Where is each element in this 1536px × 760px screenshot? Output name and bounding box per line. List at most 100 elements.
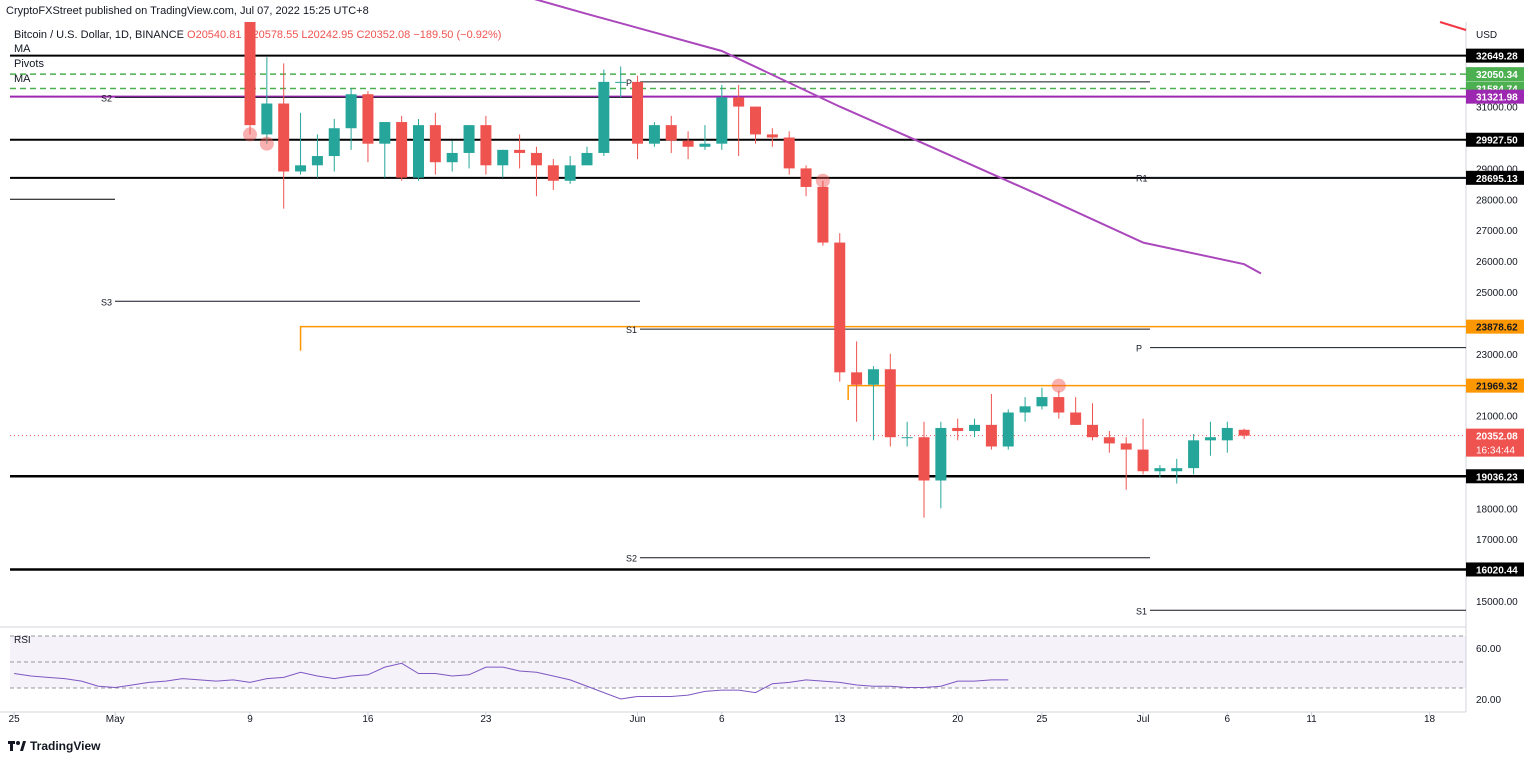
price-tag <box>1466 48 1524 63</box>
time-tick-label: 6 <box>719 714 725 725</box>
candle-down <box>632 81 644 144</box>
time-tick-label: Jun <box>629 714 645 725</box>
candle-down <box>1103 437 1115 444</box>
price-tag <box>1466 562 1524 577</box>
ma-line-2 <box>1439 21 1467 31</box>
price-tag <box>1466 428 1524 457</box>
ma-line <box>534 0 1262 275</box>
candle-up <box>935 427 947 481</box>
price-tag-label: 28695.13 <box>1476 174 1518 185</box>
candle-down <box>514 149 526 153</box>
candle-up <box>379 122 391 144</box>
price-tag <box>1466 170 1524 185</box>
price-tag-label: 21969.32 <box>1476 382 1518 393</box>
time-tick-label: 23 <box>480 714 492 725</box>
candle-down <box>1053 397 1065 413</box>
price-tag-countdown: 16:34:44 <box>1476 446 1515 457</box>
price-tag <box>1466 67 1524 82</box>
candle-down <box>985 424 997 447</box>
candle-up <box>328 128 340 157</box>
candle-up <box>1221 427 1233 441</box>
candle-down <box>1120 443 1132 450</box>
candle-up <box>497 149 509 166</box>
time-tick-label: Jul <box>1137 714 1150 725</box>
candle-up <box>413 125 424 178</box>
pivot-label: S1 <box>626 325 637 335</box>
candle-up <box>446 152 458 163</box>
candle-up <box>699 143 711 147</box>
price-tick-label: 28000.00 <box>1476 195 1518 206</box>
time-tick-label: 9 <box>247 714 253 725</box>
candle-up <box>1002 412 1014 447</box>
rsi-label: RSI <box>14 635 31 646</box>
price-tick-label: 27000.00 <box>1476 226 1518 237</box>
level-line <box>299 325 1466 351</box>
price-tag-label: 16020.44 <box>1476 565 1518 576</box>
candle-down <box>851 372 863 385</box>
candle-up <box>867 369 879 385</box>
price-tick-label: 21000.00 <box>1476 412 1518 423</box>
tradingview-logo[interactable]: TradingView <box>8 739 100 753</box>
candle-down <box>396 122 408 178</box>
candle-down <box>278 103 290 172</box>
candle-down <box>547 165 559 181</box>
candle-up <box>1036 397 1048 407</box>
price-tick-label: 23000.00 <box>1476 350 1518 361</box>
time-tick-label: 11 <box>1306 714 1317 725</box>
candle-up <box>295 165 307 172</box>
candle-up <box>581 152 593 166</box>
price-tag-label: 32050.34 <box>1476 70 1518 81</box>
candle-up <box>615 81 627 83</box>
rsi-tick-label: 20.00 <box>1476 695 1501 706</box>
symbol-title: Bitcoin / U.S. Dollar, 1D, BINANCE <box>14 29 184 41</box>
tradingview-logo-icon <box>8 741 26 751</box>
touch-marker <box>243 127 257 142</box>
ohlc-low: L20242.95 <box>301 29 354 41</box>
price-tag <box>1466 469 1524 484</box>
touch-marker <box>259 136 274 151</box>
candle-up <box>598 81 610 153</box>
ohlc-close: C20352.08 <box>356 29 411 41</box>
price-tick-label: 17000.00 <box>1476 535 1518 546</box>
time-tick-label: 13 <box>834 714 846 725</box>
time-tick-label: 25 <box>1036 714 1048 725</box>
candle-up <box>345 94 357 129</box>
candle-down <box>800 168 812 187</box>
tradingview-logo-text: TradingView <box>30 739 101 753</box>
time-tick-label: May <box>106 714 125 725</box>
indicator-ma-2[interactable]: MA <box>14 73 31 85</box>
candle-down <box>1137 449 1149 472</box>
time-tick-label: 25 <box>9 714 21 725</box>
candle-up <box>261 103 273 135</box>
time-tick-label: 18 <box>1424 714 1436 725</box>
candle-up <box>648 125 660 144</box>
candle-down <box>817 186 829 243</box>
candle-up <box>1204 437 1216 441</box>
candle-down <box>665 125 677 141</box>
candle-down <box>480 125 492 166</box>
ohlc-high: H20578.55 <box>244 29 299 41</box>
pivot-label: S1 <box>1136 606 1147 616</box>
ohlc-change: −189.50 (−0.92%) <box>413 29 502 41</box>
indicator-pivots[interactable]: Pivots <box>14 58 44 70</box>
price-tag <box>1466 319 1524 334</box>
candle-down <box>766 134 778 138</box>
candle-down <box>733 97 745 107</box>
rsi-tick-label: 60.00 <box>1476 644 1501 655</box>
indicator-ma-1[interactable]: MA <box>14 43 31 55</box>
candle-up <box>716 97 728 144</box>
candle-down <box>783 137 795 169</box>
candle-down <box>884 369 896 438</box>
price-tick-label: 29000.00 <box>1476 164 1518 175</box>
candle-down <box>918 437 930 481</box>
price-tick-label: 15000.00 <box>1476 597 1518 608</box>
publisher-line: CryptoFXStreet published on TradingView.… <box>6 5 369 17</box>
price-tag <box>1466 132 1524 147</box>
candle-down <box>244 22 256 126</box>
candle-down <box>1238 429 1250 436</box>
candle-up <box>1019 406 1031 413</box>
candle-down <box>1087 424 1098 438</box>
price-tag <box>1466 89 1524 104</box>
candle-down <box>834 242 846 373</box>
